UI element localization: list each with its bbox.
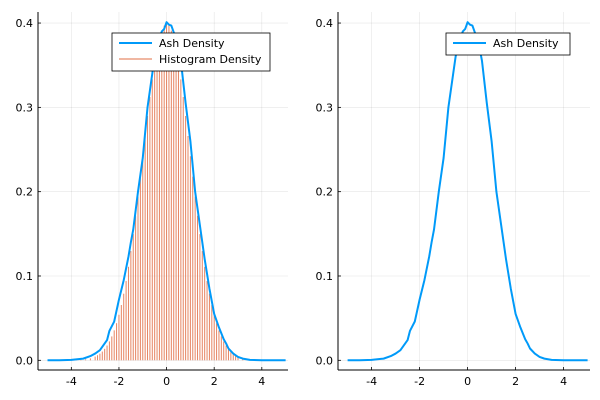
x-tick-label: -2 xyxy=(414,375,425,388)
y-tick-label: 0.4 xyxy=(16,17,34,30)
y-tick-label: 0.2 xyxy=(316,186,334,199)
x-tick-label: 4 xyxy=(258,375,265,388)
y-tick-label: 0.0 xyxy=(316,354,334,367)
x-tick-label: -4 xyxy=(366,375,377,388)
chart-panel-1: -4 -2 0 2 4 0.0 0.1 0.2 0.3 0.4 Ash Density Histogr… xyxy=(16,12,288,388)
x-tick-label: 2 xyxy=(211,375,218,388)
legend-label: Ash Density xyxy=(159,37,225,50)
y-tick-label: 0.0 xyxy=(16,354,34,367)
y-tick-label: 0.3 xyxy=(316,101,334,114)
y-tick-label: 0.1 xyxy=(16,270,34,283)
legend-label: Ash Density xyxy=(493,37,559,50)
legend-label: Histogram Density xyxy=(159,53,262,66)
y-tick-label: 0.2 xyxy=(16,186,34,199)
chart-panel-2: -4 -2 0 2 4 0.0 0.1 0.2 0.3 0.4 Ash Density xyxy=(316,12,590,388)
x-tick-label: 0 xyxy=(464,375,471,388)
x-tick-label: -2 xyxy=(113,375,124,388)
x-tick-label: 4 xyxy=(560,375,567,388)
ash-density-line xyxy=(347,21,588,362)
ash-density-line xyxy=(47,21,286,362)
y-tick-label: 0.4 xyxy=(316,17,334,30)
x-tick-label: 0 xyxy=(163,375,170,388)
y-tick-label: 0.3 xyxy=(16,101,34,114)
y-tick-label: 0.1 xyxy=(316,270,334,283)
x-tick-label: 2 xyxy=(512,375,519,388)
x-tick-label: -4 xyxy=(66,375,77,388)
legend-box xyxy=(445,32,571,56)
legend-box xyxy=(111,32,271,72)
